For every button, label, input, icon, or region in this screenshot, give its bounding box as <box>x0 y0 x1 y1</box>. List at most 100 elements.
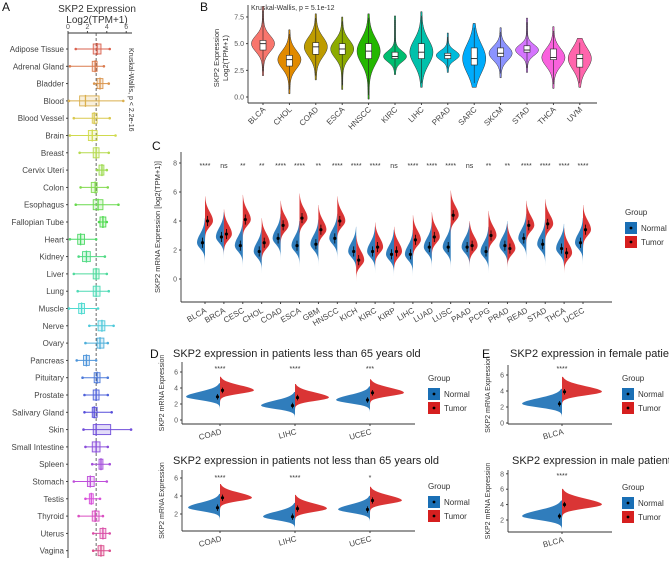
significance-label: * <box>369 475 372 482</box>
category-label: Testis <box>44 495 64 504</box>
category-label: Blood Vessel <box>18 114 64 123</box>
category-label: KIRC <box>357 306 378 323</box>
median-point <box>470 244 474 248</box>
tumor-half-violin <box>370 379 404 405</box>
legend-label: Tumor <box>444 512 467 521</box>
category-label: LIHC <box>407 105 426 124</box>
category-label: BLCA <box>246 105 268 127</box>
y-tick-label: 4 <box>173 219 177 226</box>
median-point <box>219 235 223 239</box>
normal-half-violin <box>234 221 243 268</box>
box <box>470 47 478 66</box>
category-label: Heart <box>44 235 64 244</box>
legend-item-normal: Normal <box>622 497 664 509</box>
outlier-point <box>121 99 125 103</box>
y-tick-label: 0 <box>174 418 178 425</box>
outlier-point <box>78 151 81 155</box>
panel-letter: B <box>200 0 208 14</box>
median-point <box>427 245 431 249</box>
outlier-point <box>107 151 111 155</box>
outlier-point <box>67 307 71 310</box>
tumor-half-violin <box>223 209 232 256</box>
stat-annotation: Kruskal-Wallis, p < 2.2e-16 <box>127 48 134 132</box>
legend-label: Normal <box>638 390 664 399</box>
outlier-point <box>110 411 113 414</box>
y-tick-label: 4 <box>174 494 178 501</box>
outlier-point <box>77 255 80 258</box>
median-point <box>262 241 266 245</box>
x-tick-label: 6 <box>124 24 128 31</box>
median-point <box>200 241 205 245</box>
category-label: KICH <box>338 306 359 323</box>
significance-label: ns <box>220 163 228 170</box>
outlier-point <box>96 307 100 310</box>
legend-title: Group <box>622 483 645 492</box>
outlier-point <box>108 47 112 51</box>
normal-half-violin <box>348 226 357 274</box>
panel-letter: A <box>2 0 10 14</box>
median-point <box>508 246 512 251</box>
category-label: COAD <box>198 427 223 442</box>
tumor-half-violin <box>562 488 602 519</box>
outlier-point <box>94 238 98 241</box>
category-label: Skin <box>48 426 64 435</box>
median-point <box>560 246 564 251</box>
x-tick-label: 2 <box>85 24 89 31</box>
normal-half-violin <box>522 500 562 531</box>
outlier-point <box>81 376 84 380</box>
outlier-point <box>103 255 107 258</box>
tumor-half-violin <box>280 200 289 248</box>
normal-half-violin <box>404 229 413 277</box>
category-label: SKCM <box>482 105 505 128</box>
median-point <box>565 251 569 255</box>
category-label: KIRC <box>380 105 400 125</box>
category-label: UCEC <box>348 534 372 549</box>
outlier-point <box>98 497 102 501</box>
category-label: Adipose Tissue <box>10 45 65 54</box>
median-point <box>557 514 562 518</box>
normal-half-violin <box>537 219 546 266</box>
normal-half-violin <box>291 221 300 268</box>
outlier-point <box>67 99 71 103</box>
median-point <box>338 219 342 223</box>
median-point <box>224 232 228 236</box>
tumor-half-violin <box>450 190 459 237</box>
outlier-point <box>108 116 112 120</box>
outlier-point <box>94 359 98 362</box>
category-label: Thyroid <box>37 512 64 521</box>
panel-letter: D <box>150 347 159 361</box>
panel-c-split-violin: SKP2 mRNA Expression [log2(TPM+1)] 0 2 4 6 8 *… <box>153 152 667 328</box>
category-label: SARC <box>457 105 479 127</box>
median-point <box>408 252 412 256</box>
category-label: Esophagus <box>24 201 64 210</box>
y-tick-label: 2 <box>173 248 177 255</box>
outlier-point <box>72 116 76 120</box>
chart-title: SKP2 expression in patients less than 65… <box>173 348 421 360</box>
stat-annotation: Kruskal-Wallis, p = 5.1e-12 <box>251 5 335 12</box>
y-tick-label: 0.0 <box>234 95 244 102</box>
tumor-half-violin <box>394 226 402 274</box>
tumor-half-violin <box>564 228 573 275</box>
x-tick-label: 4 <box>105 24 109 31</box>
category-label: Muscle <box>39 305 65 314</box>
significance-label: **** <box>557 473 568 480</box>
outlier-point <box>72 272 76 276</box>
legend-marker <box>432 514 436 518</box>
y-tick-label: 4 <box>500 389 504 396</box>
outlier-point <box>75 359 79 362</box>
median-point <box>257 249 261 254</box>
significance-label: **** <box>540 163 551 170</box>
outlier-point <box>106 341 110 345</box>
normal-half-violin <box>253 226 262 274</box>
median-point <box>546 222 550 226</box>
outlier-point <box>79 186 82 189</box>
panel-e-female-split-violin: SKP2 expression in female patients SKP2 m… <box>485 348 669 441</box>
y-axis-label: SKP2 mRNA Expression <box>159 355 166 432</box>
normal-half-violin <box>336 386 370 412</box>
category-label: COAD <box>297 105 320 128</box>
y-tick-label: 4 <box>500 502 504 509</box>
legend-label: Tumor <box>638 404 661 413</box>
category-label: Pancreas <box>30 356 64 365</box>
median-point <box>394 249 399 254</box>
median-point <box>215 395 220 399</box>
